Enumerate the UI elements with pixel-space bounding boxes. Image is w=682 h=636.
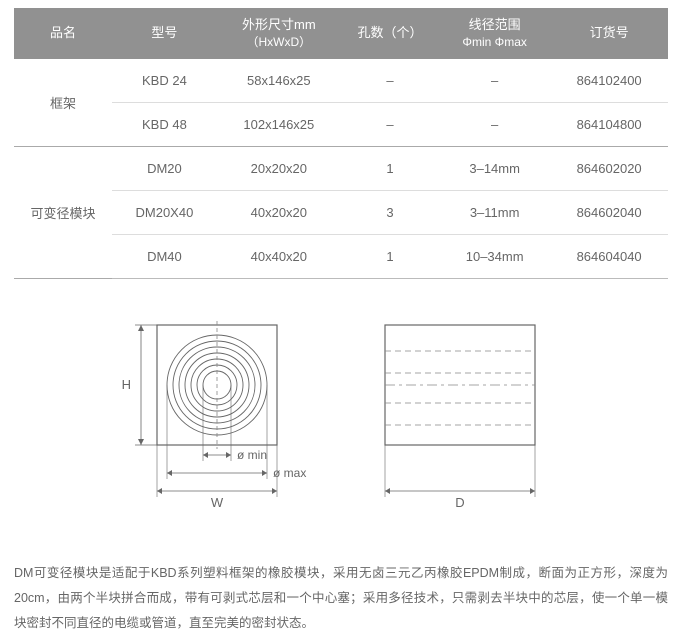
cell-dims: 58x146x25 xyxy=(217,59,341,103)
cell-dims: 40x20x20 xyxy=(217,190,341,234)
group-name-cell: 框架 xyxy=(14,59,112,147)
cell-holes: 1 xyxy=(341,234,439,278)
table-row: DM20X4040x20x2033–11mm864602040 xyxy=(14,190,668,234)
group-name-cell: 可变径模块 xyxy=(14,146,112,278)
cell-order: 864604040 xyxy=(550,234,668,278)
col-order: 订货号 xyxy=(550,8,668,59)
cell-model: KBD 24 xyxy=(112,59,217,103)
cell-holes: 1 xyxy=(341,146,439,190)
diagram-row: Hø min ø max W D xyxy=(14,315,668,525)
cell-order: 864104800 xyxy=(550,102,668,146)
cell-model: DM20X40 xyxy=(112,190,217,234)
table-row: 可变径模块DM2020x20x2013–14mm864602020 xyxy=(14,146,668,190)
cell-holes: – xyxy=(341,102,439,146)
col-holes: 孔数（个） xyxy=(341,8,439,59)
cell-range: 10–34mm xyxy=(439,234,550,278)
cell-range: – xyxy=(439,102,550,146)
cell-order: 864102400 xyxy=(550,59,668,103)
svg-text:H: H xyxy=(122,377,131,392)
col-dims: 外形尺寸mm （HxWxD） xyxy=(217,8,341,59)
cell-dims: 102x146x25 xyxy=(217,102,341,146)
cell-range: 3–11mm xyxy=(439,190,550,234)
description-text: DM可变径模块是适配于KBD系列塑料框架的橡胶模块，采用无卤三元乙丙橡胶EPDM… xyxy=(14,561,668,636)
cell-holes: 3 xyxy=(341,190,439,234)
front-view-diagram: Hø min ø max W xyxy=(107,315,317,525)
table-row: KBD 48102x146x25––864104800 xyxy=(14,102,668,146)
col-model: 型号 xyxy=(112,8,217,59)
col-range: 线径范围 Φmin Φmax xyxy=(439,8,550,59)
table-row: 框架KBD 2458x146x25––864102400 xyxy=(14,59,668,103)
cell-dims: 40x40x20 xyxy=(217,234,341,278)
svg-text:ø max: ø max xyxy=(273,466,306,480)
table-row: DM4040x40x20110–34mm864604040 xyxy=(14,234,668,278)
cell-range: – xyxy=(439,59,550,103)
cell-holes: – xyxy=(341,59,439,103)
spec-table: 品名 型号 外形尺寸mm （HxWxD） 孔数（个） 线径范围 Φmin Φma… xyxy=(14,8,668,279)
cell-model: KBD 48 xyxy=(112,102,217,146)
cell-model: DM40 xyxy=(112,234,217,278)
svg-text:D: D xyxy=(455,495,464,510)
side-view-diagram: D xyxy=(365,315,575,525)
cell-model: DM20 xyxy=(112,146,217,190)
svg-text:ø min: ø min xyxy=(237,448,267,462)
cell-dims: 20x20x20 xyxy=(217,146,341,190)
col-name: 品名 xyxy=(14,8,112,59)
cell-order: 864602040 xyxy=(550,190,668,234)
cell-range: 3–14mm xyxy=(439,146,550,190)
cell-order: 864602020 xyxy=(550,146,668,190)
svg-text:W: W xyxy=(211,495,224,510)
